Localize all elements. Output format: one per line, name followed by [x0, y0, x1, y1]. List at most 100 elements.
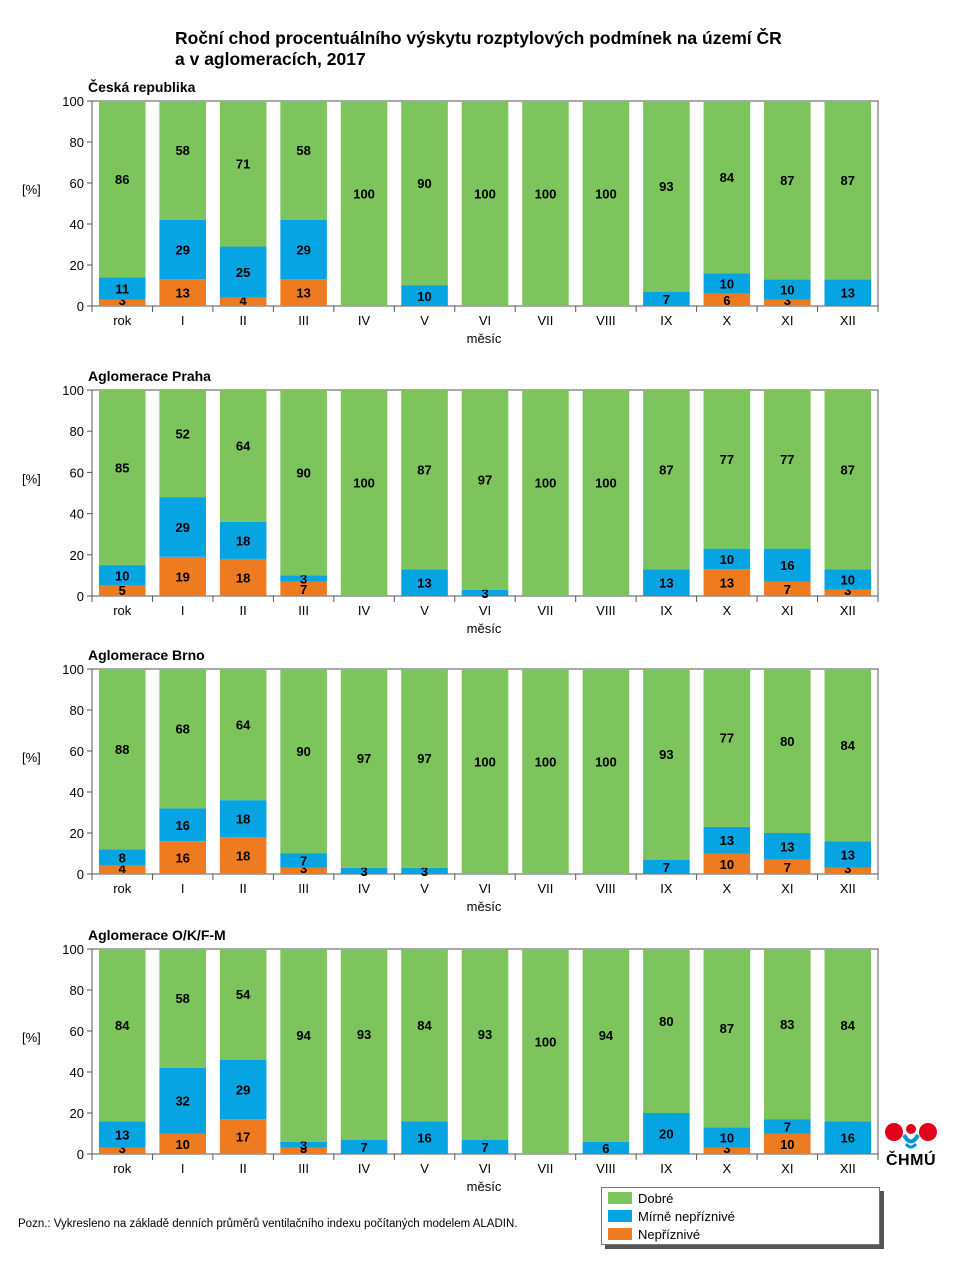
x-tick-label: III	[298, 603, 309, 618]
x-tick-label: II	[240, 603, 247, 618]
x-tick-label: VI	[479, 1161, 491, 1176]
data-label: 3	[300, 1138, 307, 1153]
data-label: 7	[481, 1140, 488, 1155]
x-tick-label: VIII	[596, 881, 616, 896]
y-tick-label: 20	[70, 258, 84, 273]
x-tick-label: IX	[660, 603, 673, 618]
data-label: 10	[720, 1131, 734, 1146]
data-label: 13	[841, 286, 855, 301]
x-axis-label: měsíc	[467, 899, 502, 914]
data-label: 3	[844, 861, 851, 876]
bar-segment	[401, 867, 448, 874]
data-label: 90	[296, 744, 310, 759]
bar-segment	[401, 285, 448, 306]
y-tick-label: 80	[70, 983, 84, 998]
bar-segment	[401, 569, 448, 596]
x-tick-label: rok	[113, 313, 132, 328]
bar-segment	[159, 390, 206, 498]
bar-segment	[461, 949, 509, 1140]
data-label: 85	[115, 460, 129, 475]
y-tick-label: 0	[77, 589, 84, 604]
y-tick-label: 60	[70, 465, 84, 480]
bar-segment	[764, 299, 811, 306]
y-axis-label: [%]	[22, 750, 41, 765]
data-label: 54	[236, 987, 251, 1002]
x-tick-label: IX	[660, 881, 673, 896]
chart-title-line-2: a v aglomeracích, 2017	[175, 49, 366, 69]
data-label: 71	[236, 157, 250, 172]
x-tick-label: II	[240, 881, 247, 896]
data-label: 10	[417, 289, 431, 304]
x-tick-label: IV	[358, 603, 371, 618]
bar-segment	[159, 219, 206, 280]
data-label: 6	[723, 293, 730, 308]
panel-title: Aglomerace O/K/F-M	[88, 927, 226, 943]
data-label: 18	[236, 849, 250, 864]
bar-segment	[219, 558, 267, 596]
data-label: 7	[784, 860, 791, 875]
data-label: 3	[844, 583, 851, 598]
bar-segment	[643, 1113, 690, 1154]
bar-segment	[582, 1141, 630, 1154]
data-label: 10	[720, 276, 734, 291]
x-tick-label: V	[420, 881, 429, 896]
bar-segment	[98, 101, 146, 278]
data-label: 100	[535, 1034, 557, 1049]
data-label: 84	[417, 1018, 432, 1033]
bar-segment	[159, 808, 206, 842]
bar-segment	[98, 865, 146, 874]
bar-segment	[643, 569, 690, 596]
legend-item-good: Dobré	[602, 1190, 879, 1206]
data-label: 19	[175, 569, 189, 584]
data-label: 93	[478, 1027, 492, 1042]
bar-segment	[340, 390, 388, 596]
bar-segment	[280, 669, 327, 854]
x-tick-label: XI	[781, 313, 793, 328]
data-label: 29	[175, 243, 189, 258]
bar-segment	[219, 101, 267, 247]
bar-segment	[522, 669, 569, 874]
data-label: 7	[663, 292, 670, 307]
y-tick-label: 0	[77, 1147, 84, 1162]
data-label: 10	[780, 283, 794, 298]
bar-segment	[703, 1147, 751, 1154]
data-label: 3	[723, 1141, 730, 1156]
bar-segment	[824, 867, 872, 874]
y-tick-label: 100	[62, 662, 84, 677]
bar-segment	[340, 101, 388, 306]
bar-segment	[219, 521, 267, 559]
data-label: 80	[780, 734, 794, 749]
bar-segment	[522, 101, 569, 306]
legend-label-good: Dobré	[638, 1190, 674, 1206]
legend: Dobré Mírně nepříznivé Nepříznivé	[601, 1187, 880, 1245]
bar-segment	[340, 949, 388, 1140]
x-tick-label: V	[420, 603, 429, 618]
x-tick-label: IX	[660, 1161, 673, 1176]
bar-segment	[764, 859, 811, 874]
data-label: 10	[780, 1137, 794, 1152]
data-label: 13	[296, 286, 310, 301]
x-tick-label: XI	[781, 881, 793, 896]
data-label: 11	[115, 282, 129, 297]
bar-segment	[219, 297, 267, 306]
bar-segment	[280, 279, 327, 306]
x-tick-label: IV	[358, 313, 371, 328]
y-tick-label: 80	[70, 135, 84, 150]
data-label: 3	[119, 1141, 126, 1156]
x-tick-label: X	[723, 881, 732, 896]
bar-segment	[764, 833, 811, 860]
bar-segment	[703, 101, 751, 274]
x-tick-label: rok	[113, 603, 132, 618]
y-tick-label: 80	[70, 703, 84, 718]
data-label: 7	[663, 860, 670, 875]
data-label: 10	[115, 568, 129, 583]
legend-item-unfavorable: Nepříznivé	[602, 1226, 879, 1242]
bar-segment	[582, 669, 630, 874]
bar-segment	[280, 853, 327, 868]
data-label: 7	[360, 1140, 367, 1155]
bar-segment	[764, 548, 811, 582]
data-label: 6	[602, 1141, 609, 1156]
data-label: 100	[535, 476, 557, 491]
x-tick-label: VII	[538, 881, 554, 896]
bar-segment	[219, 800, 267, 838]
